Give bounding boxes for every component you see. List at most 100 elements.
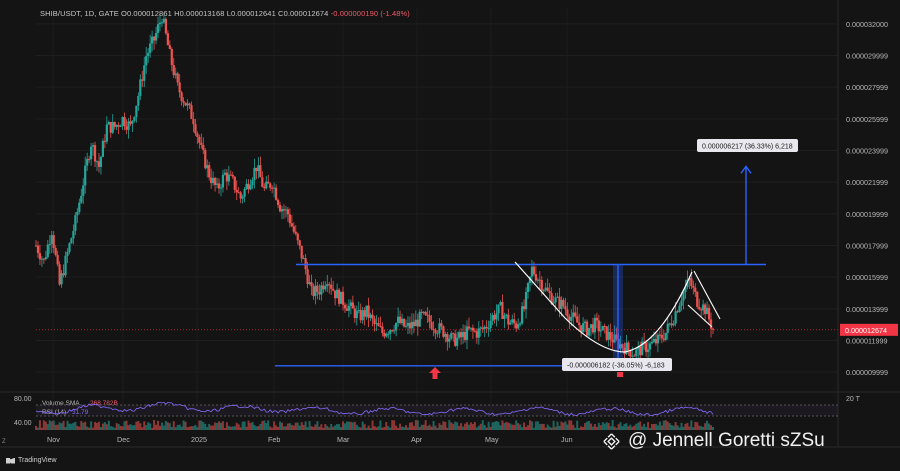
chart-header: SHIB/USDT, 1D, GATE O0.000012861 H0.0000… xyxy=(40,9,410,18)
candle-body xyxy=(54,247,57,255)
candle-body xyxy=(414,319,417,327)
candle-body xyxy=(192,118,195,125)
volume-bar xyxy=(412,425,415,430)
volume-bar xyxy=(631,426,634,430)
candle-body xyxy=(585,321,589,336)
volume-bar xyxy=(76,425,79,430)
volume-bar xyxy=(84,421,87,430)
volume-bar xyxy=(450,422,453,430)
volume-bar xyxy=(538,424,541,430)
volume-bar xyxy=(576,420,579,430)
candle-body xyxy=(361,310,364,321)
candle-body xyxy=(326,284,329,287)
candle-body xyxy=(210,177,213,184)
symbol-label[interactable]: SHIB/USDT, 1D, GATE xyxy=(40,9,119,18)
volume-bar xyxy=(261,421,264,430)
candle-body xyxy=(678,305,681,313)
candle-body xyxy=(540,280,543,291)
volume-bar xyxy=(231,426,234,430)
candle-body xyxy=(454,333,457,346)
candle-body xyxy=(286,209,290,215)
volume-bar xyxy=(515,420,518,430)
volume-bar xyxy=(178,424,181,430)
volume-bar xyxy=(517,423,520,430)
candle-body xyxy=(530,266,534,277)
candle-body xyxy=(582,323,585,332)
volume-bar xyxy=(525,426,528,430)
volume-bar xyxy=(507,422,510,430)
volume-bar xyxy=(414,420,417,430)
candle-body xyxy=(467,326,471,329)
volume-bar xyxy=(184,421,187,430)
candle-body xyxy=(611,339,614,343)
volume-bar xyxy=(460,423,463,430)
candle-body xyxy=(212,178,215,184)
candle-body xyxy=(88,158,91,160)
candle-body xyxy=(646,349,650,352)
volume-bar xyxy=(192,426,195,430)
candle-body xyxy=(182,100,185,103)
channel-line-lower xyxy=(687,304,713,328)
volume-bar xyxy=(619,422,622,430)
tradingview-brand[interactable]: TradingView xyxy=(6,457,57,464)
volume-bar xyxy=(259,423,262,430)
candle-body xyxy=(702,304,705,311)
volume-bar xyxy=(668,423,671,430)
candle-body xyxy=(428,315,431,322)
volume-bar xyxy=(320,424,323,430)
candle-body xyxy=(259,165,262,178)
candle-body xyxy=(320,285,323,295)
candle-body xyxy=(204,150,207,169)
candle-body xyxy=(522,306,526,310)
volume-bar xyxy=(314,424,317,430)
volume-bar xyxy=(479,423,482,430)
volume-bar xyxy=(641,426,644,430)
volume-bar xyxy=(86,426,89,430)
candle-body xyxy=(666,323,669,333)
volume-bar xyxy=(218,421,221,430)
candle-body xyxy=(198,136,201,143)
candle-body xyxy=(481,327,484,329)
candle-body xyxy=(215,183,219,185)
candle-body xyxy=(422,311,425,313)
volume-bar xyxy=(168,423,171,430)
volume-bar xyxy=(281,422,284,430)
volume-bar xyxy=(62,421,65,430)
candle-body xyxy=(34,245,38,247)
candle-body xyxy=(343,304,347,309)
candle-body xyxy=(605,326,608,340)
volume-bar xyxy=(119,425,122,430)
volume-bar xyxy=(676,425,679,430)
candle-body xyxy=(221,174,225,188)
corner-badge[interactable]: Z xyxy=(2,439,6,445)
candle-body xyxy=(583,321,587,324)
volume-bar xyxy=(467,424,470,430)
rsi-band xyxy=(36,405,838,416)
candles xyxy=(34,12,715,365)
candle-body xyxy=(511,319,514,323)
volume-bar xyxy=(570,420,573,430)
volume-bar xyxy=(593,423,596,430)
volume-bar xyxy=(216,422,219,430)
candle-body xyxy=(58,264,61,285)
candle-body xyxy=(644,342,648,352)
candle-body xyxy=(60,273,63,285)
candle-body xyxy=(149,43,152,53)
candle-body xyxy=(93,145,97,162)
candle-body xyxy=(74,215,77,231)
candle-body xyxy=(621,344,624,348)
candle-body xyxy=(424,311,427,315)
volume-bar xyxy=(347,421,350,430)
volume-bar xyxy=(282,426,285,430)
volume-bar xyxy=(603,423,606,430)
candle-body xyxy=(658,334,661,336)
candle-body xyxy=(383,333,386,337)
volume-bar xyxy=(275,425,278,430)
measure-down-text: -0.000006182 (-36.05%) -6,183 xyxy=(567,363,665,370)
volume-bar xyxy=(328,427,331,430)
candle-body xyxy=(237,192,240,194)
candle-body xyxy=(147,52,150,57)
volume-bar xyxy=(290,424,293,430)
y-tick-label: 0.000009999 xyxy=(846,368,888,377)
